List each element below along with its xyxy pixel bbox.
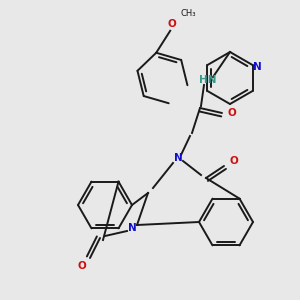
Text: CH₃: CH₃ (180, 9, 196, 18)
Text: O: O (78, 261, 86, 271)
Text: N: N (253, 62, 262, 72)
Text: O: O (228, 108, 236, 118)
Text: O: O (168, 19, 177, 29)
Text: O: O (230, 156, 238, 166)
Text: N: N (174, 153, 182, 163)
Text: N: N (128, 223, 136, 233)
Text: HN: HN (199, 75, 217, 85)
